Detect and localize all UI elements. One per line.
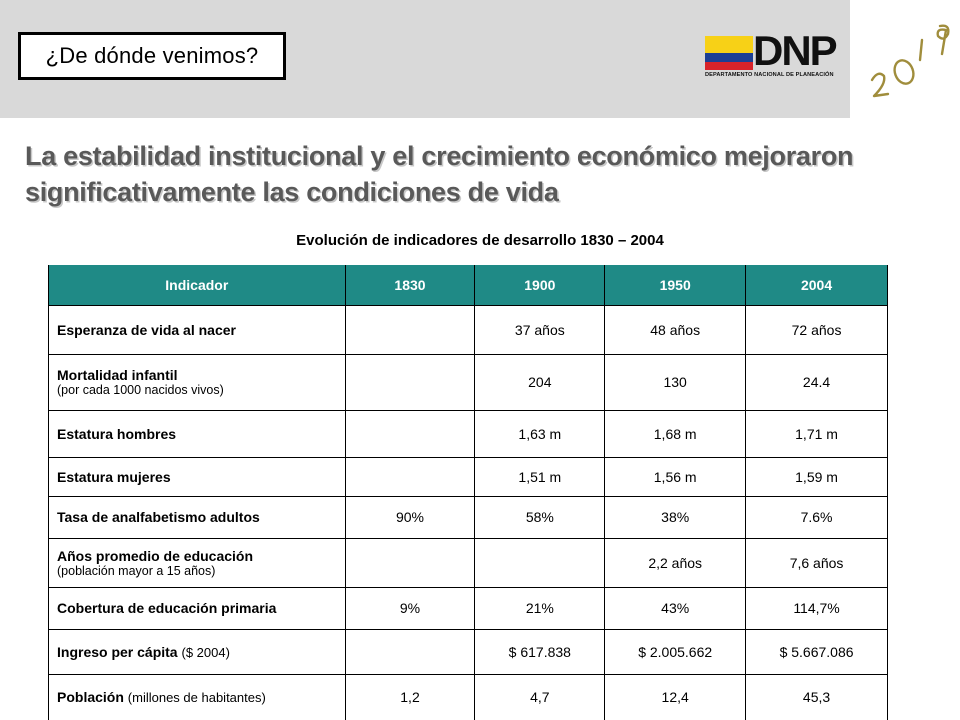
value-cell: 90%: [344, 496, 476, 539]
value-cell: 21%: [474, 587, 606, 630]
value-cell: [344, 538, 476, 588]
indicators-table: Indicador 1830 1900 1950 2004 Esperanza …: [48, 265, 888, 720]
indicator-name: Estatura mujeres: [57, 468, 171, 485]
value-cell: 1,68 m: [604, 410, 747, 458]
indicator-name: Esperanza de vida al nacer: [57, 321, 236, 338]
value-cell: $ 5.667.086: [745, 629, 888, 675]
indicator-label: Cobertura de educación primaria: [48, 587, 346, 630]
table-title: Evolución de indicadores de desarrollo 1…: [296, 232, 664, 249]
value-cell: 204: [474, 354, 606, 411]
table-row: Esperanza de vida al nacer 37 años 48 años…: [48, 304, 888, 355]
value-cell: 72 años: [745, 304, 888, 355]
value-cell: $ 617.838: [474, 629, 606, 675]
value-cell: [344, 410, 476, 458]
value-cell: 24.4: [745, 354, 888, 411]
value-cell: [474, 538, 606, 588]
indicator-label: Estatura mujeres: [48, 457, 346, 497]
value-cell: 2,2 años: [604, 538, 747, 588]
indicator-name: Población: [57, 689, 124, 705]
indicator-label: Tasa de analfabetismo adultos: [48, 496, 346, 539]
indicator-label: Años promedio de educación (población may…: [48, 538, 346, 588]
column-header: 1900: [474, 265, 606, 305]
indicator-label: Mortalidad infantil (por cada 1000 nacido…: [48, 354, 346, 411]
indicator-label: Ingreso per cápita ($ 2004): [48, 629, 346, 675]
table-row: Cobertura de educación primaria 9% 21% 43% 1…: [48, 587, 888, 630]
value-cell: $ 2.005.662: [604, 629, 747, 675]
value-cell: 1,63 m: [474, 410, 606, 458]
value-cell: 1,51 m: [474, 457, 606, 497]
dnp-subtitle: DEPARTAMENTO NACIONAL DE PLANEACIÓN: [705, 72, 834, 78]
headline: La estabilidad institucional y el crecim…: [25, 141, 854, 207]
value-cell: 114,7%: [745, 587, 888, 630]
header-right-panel: [850, 0, 960, 118]
value-cell: [344, 304, 476, 355]
indicator-note: (población mayor a 15 años): [57, 563, 216, 578]
table-row: Ingreso per cápita ($ 2004) $ 617.838 $ 2.…: [48, 629, 888, 675]
value-cell: [344, 457, 476, 497]
value-cell: 12,4: [604, 674, 747, 720]
indicator-inline-note: ($ 2004): [181, 644, 230, 660]
table-row: Población (millones de habitantes) 1,2 4,7…: [48, 674, 888, 720]
column-header: Indicador: [48, 265, 346, 305]
indicator-inline-note: (millones de habitantes): [127, 690, 266, 705]
value-cell: 9%: [344, 587, 476, 630]
column-header: 1830: [344, 265, 476, 305]
indicator-name: Tasa de analfabetismo adultos: [57, 509, 260, 525]
indicator-name: Cobertura de educación primaria: [57, 600, 277, 616]
value-cell: 58%: [474, 496, 606, 539]
table-row: Estatura mujeres 1,51 m 1,56 m 1,59 m: [48, 457, 888, 497]
column-header: 1950: [604, 265, 747, 305]
table-row: Mortalidad infantil (por cada 1000 nacido…: [48, 354, 888, 411]
indicator-label: Población (millones de habitantes): [48, 674, 346, 720]
dnp-wordmark: DNP: [753, 27, 838, 74]
value-cell: 1,59 m: [745, 457, 888, 497]
value-cell: 7.6%: [745, 496, 888, 539]
value-cell: 45,3: [745, 674, 888, 720]
value-cell: 43%: [604, 587, 747, 630]
value-cell: [344, 354, 476, 411]
value-cell: 4,7: [474, 674, 606, 720]
value-cell: 38%: [604, 496, 747, 539]
value-cell: 48 años: [604, 304, 747, 355]
value-cell: 1,71 m: [745, 410, 888, 458]
indicator-name: Estatura hombres: [57, 425, 177, 442]
year-2019-logo: 2019: [870, 24, 950, 98]
indicator-name: Ingreso per cápita: [57, 643, 178, 660]
indicator-label: Esperanza de vida al nacer: [48, 304, 346, 355]
value-cell: 1,56 m: [604, 457, 747, 497]
table-row: Tasa de analfabetismo adultos 90% 58% 38% 7.…: [48, 496, 888, 539]
column-header: 2004: [745, 265, 888, 305]
value-cell: [344, 629, 476, 675]
dnp-logo: DNP DEPARTAMENTO NACIONAL DE PLANEACIÓN: [705, 28, 845, 84]
value-cell: 7,6 años: [745, 538, 888, 588]
table-row: Años promedio de educación (población may…: [48, 538, 888, 588]
value-cell: 37 años: [474, 304, 606, 355]
indicator-name: Mortalidad infantil: [57, 367, 178, 383]
indicator-note: (por cada 1000 nacidos vivos): [57, 383, 224, 397]
indicator-name: Años promedio de educación: [57, 547, 254, 564]
value-cell: 1,2: [344, 674, 476, 720]
section-title: ¿De dónde venimos?: [18, 32, 286, 80]
indicator-label: Estatura hombres: [48, 410, 346, 458]
value-cell: 130: [604, 354, 747, 411]
table-row: Estatura hombres 1,63 m 1,68 m 1,71 m: [48, 410, 888, 458]
table-header-row: Indicador 1830 1900 1950 2004: [48, 265, 888, 305]
colombia-flag-icon: [705, 36, 753, 70]
